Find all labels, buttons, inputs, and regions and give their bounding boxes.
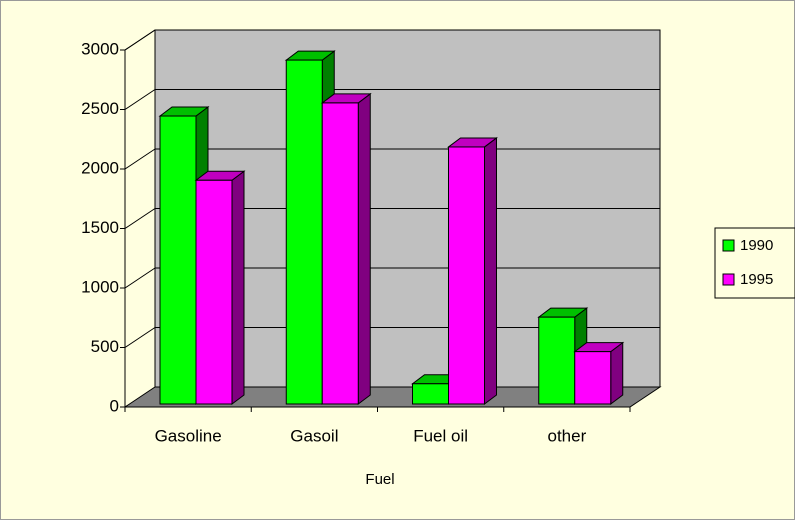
y-tick-label: 2000: [81, 158, 119, 177]
x-tick-label: Gasoil: [290, 426, 338, 445]
y-tick-label: 3000: [81, 39, 119, 58]
bar: [574, 351, 612, 405]
grid-line: [124, 208, 156, 229]
bar: [195, 179, 233, 405]
y-tick-label: 1000: [81, 277, 119, 296]
legend-swatch: [722, 273, 735, 286]
bar: [159, 115, 197, 405]
bar-side: [357, 92, 371, 405]
bar-side: [231, 170, 245, 405]
grid-line: [124, 267, 156, 289]
bar: [412, 383, 449, 405]
x-tick-label: Gasoline: [155, 426, 222, 445]
grid-line: [124, 327, 156, 348]
legend-label: 1990: [740, 237, 773, 254]
bar-side: [484, 136, 497, 405]
x-axis-title: Fuel: [365, 471, 394, 488]
legend-label: 1995: [740, 271, 773, 288]
x-tick-label: Fuel oil: [413, 426, 468, 445]
grid-line: [124, 29, 156, 51]
y-tick-label: 2500: [81, 99, 119, 118]
legend-swatch: [722, 239, 735, 252]
bar: [321, 102, 359, 405]
bar-side: [610, 341, 624, 405]
y-tick-label: 500: [91, 337, 119, 356]
bar: [285, 59, 323, 405]
y-tick-label: 0: [110, 396, 119, 415]
bar: [538, 316, 576, 405]
y-tick-label: 1500: [81, 218, 119, 237]
grid-line: [124, 148, 156, 170]
floor: [123, 386, 662, 408]
bar: [448, 146, 485, 405]
grid-line: [124, 89, 156, 110]
x-tick-label: other: [548, 426, 587, 445]
